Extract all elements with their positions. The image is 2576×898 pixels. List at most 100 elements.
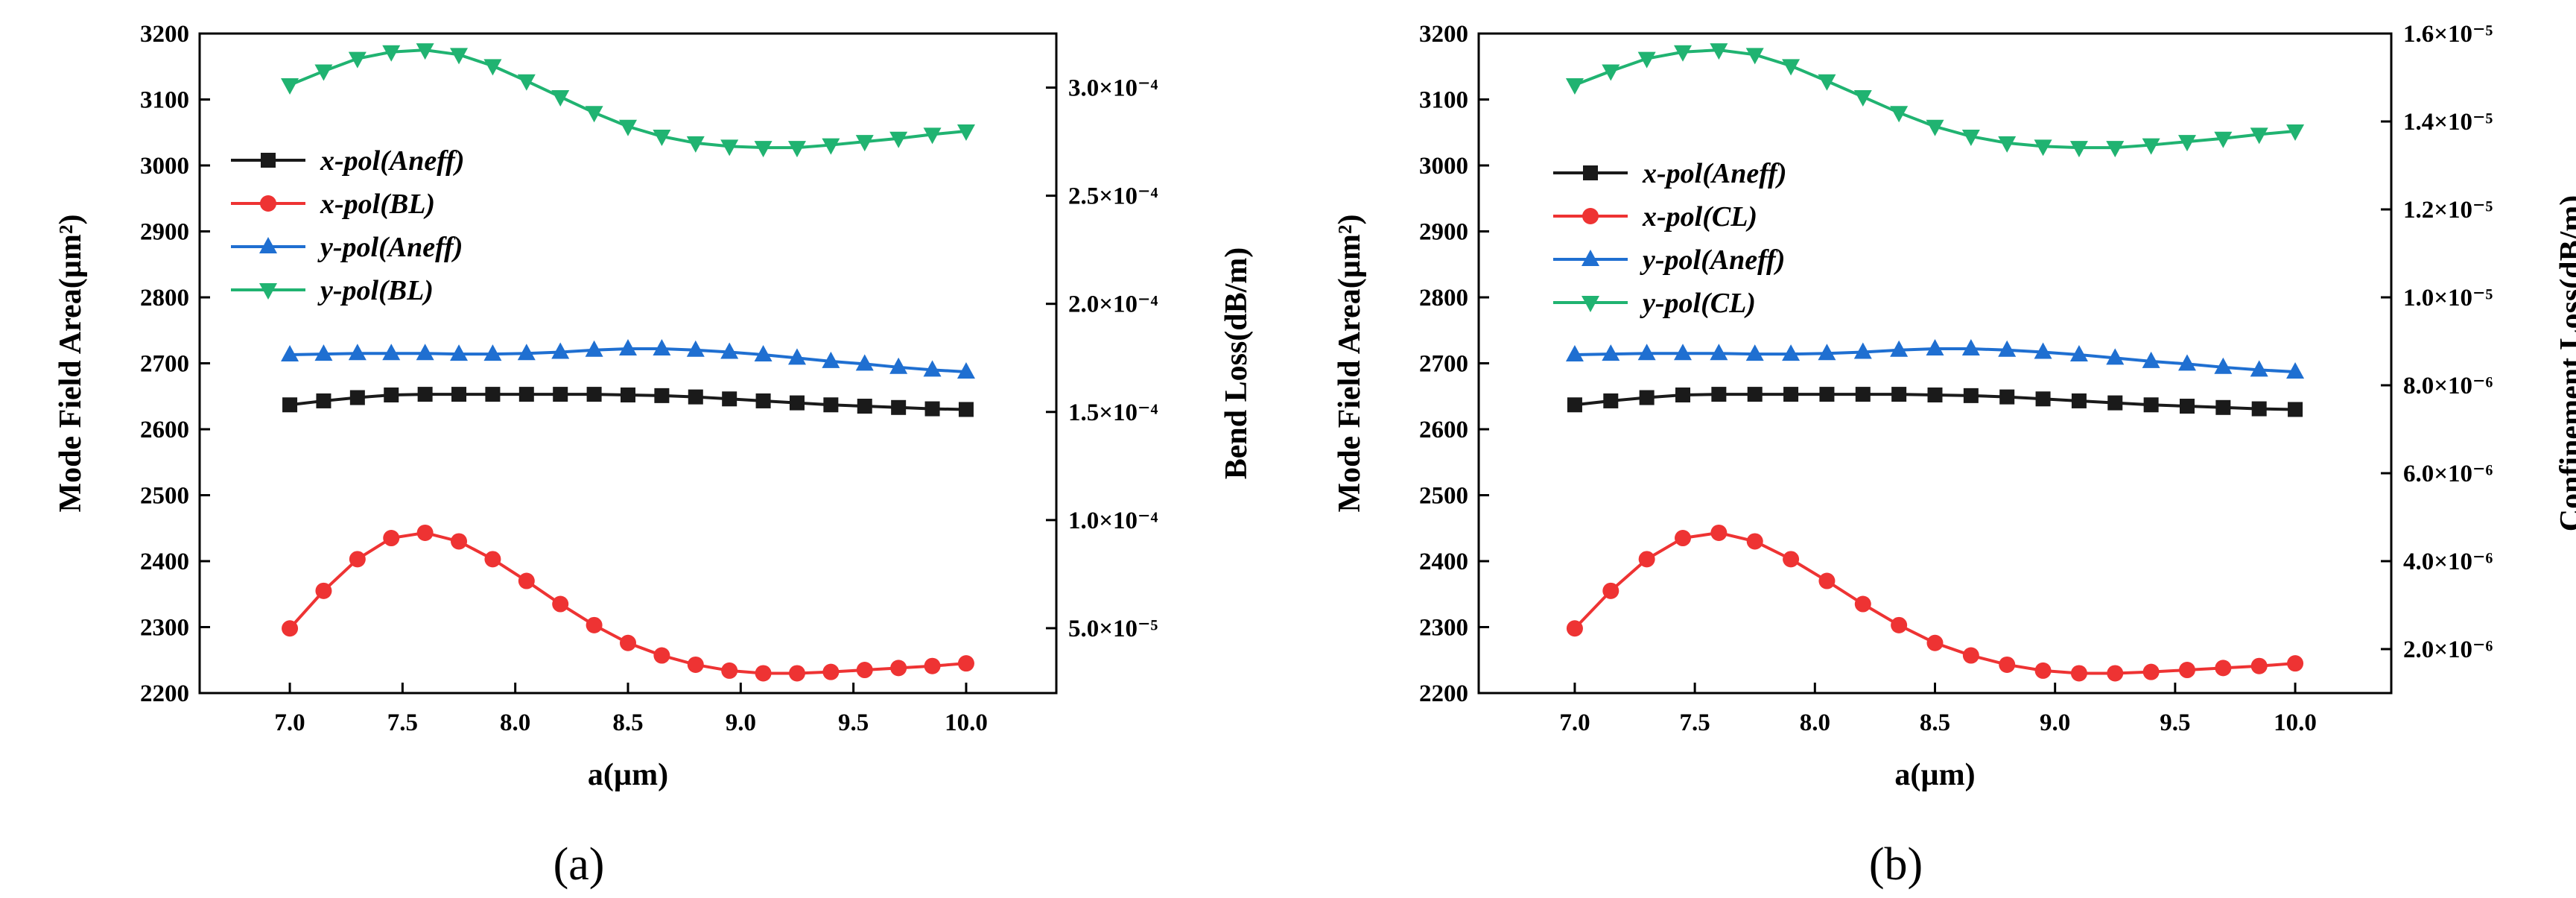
data-point [1891,616,1908,633]
y-tick-label: 3100 [1419,87,1468,114]
data-point [348,51,367,69]
data-point [1746,533,1763,550]
y-tick-label: 2200 [1419,680,1468,707]
series-y-pol-aneff [281,339,975,379]
x-tick-label: 8.0 [1800,709,1830,736]
y-tick-label: 2600 [1419,417,1468,443]
data-point [281,344,299,361]
data-point [924,401,940,417]
y-tick-label: 2800 [1419,285,1468,312]
y-tick-label: 3000 [140,153,189,180]
y-tick-label: 3200 [140,21,189,48]
data-point [2178,662,2195,679]
y-tick-label: 3200 [1419,21,1468,48]
data-point [282,397,298,413]
y2-tick-label: 2.0×10⁻⁶ [2403,636,2493,663]
data-point [687,656,704,673]
data-point [585,340,603,357]
data-point [1782,344,1801,361]
data-point [2250,657,2268,674]
data-point [1818,74,1836,91]
y2-tick-label: 1.0×10⁻⁵ [2403,285,2493,312]
data-point [958,402,974,417]
data-point [483,59,502,76]
data-point [1745,48,1764,65]
data-point [924,657,941,674]
data-point [484,551,501,568]
series-x-pol-aneff [282,387,974,417]
data-point [451,533,468,550]
data-point [2107,395,2123,411]
data-point [654,388,670,403]
data-point [620,634,636,651]
legend-marker [259,237,277,253]
y2-tick-label: 8.0×10⁻⁶ [2403,373,2493,399]
series-x-pol-cl [1566,524,2304,682]
y2-tick-label: 3.0×10⁻⁴ [1068,75,1158,102]
y-tick-label: 2400 [1419,548,1468,575]
data-point [2069,344,2088,361]
data-point [822,351,840,368]
data-point [754,141,773,158]
data-point [1783,387,1799,402]
data-point [451,387,467,402]
series-y-pol-aneff [1565,339,2305,379]
data-point [1783,551,1800,568]
data-point [2142,351,2160,368]
y-tick-label: 2700 [140,351,189,378]
y-tick-label: 3100 [140,87,189,114]
data-point [1854,595,1871,613]
x-axis-title: a(µm) [588,758,668,792]
y-axis-title: Mode Field Area(µm²) [54,215,88,513]
data-point [1818,572,1836,589]
chart-panel-b: 7.0 7.5 8.0 8.5 9.0 9.5 10.0 2200 2300 2400 2500 26… [1333,21,2576,890]
data-point [1639,390,1655,405]
data-point [2142,138,2160,155]
data-point [551,342,570,359]
data-point [755,665,772,682]
series-line [1573,531,2296,675]
x-axis-title: a(µm) [1894,758,1975,792]
y2-tick-label: 1.6×10⁻⁵ [2403,21,2493,48]
data-point [1927,387,1943,402]
y-tick-label: 2500 [1419,483,1468,510]
data-point [1566,620,1583,637]
data-point [720,342,739,359]
data-point [349,551,366,568]
legend: x-pol(Aneff) x-pol(CL) y-pol(Aneff) y-pol(C… [1553,158,1787,319]
data-point [957,124,975,141]
x-tick-label: 9.5 [838,709,869,736]
legend-label: y-pol(Aneff) [1640,244,1785,276]
data-point [2286,124,2305,141]
data-point [349,390,365,405]
x-tick-label: 8.5 [612,709,643,736]
data-point [517,344,536,361]
y-tick-label: 2600 [140,417,189,443]
y2-tick-label: 2.5×10⁻⁴ [1068,183,1158,210]
y-tick-label: 2900 [140,219,189,246]
y-tick-label: 2300 [140,615,189,642]
data-point [2071,393,2087,408]
data-point [1853,89,1872,107]
x-tick-label: 10.0 [2274,709,2317,736]
x-tick-label: 7.5 [387,709,418,736]
data-point [621,387,635,402]
data-point [2214,357,2233,374]
data-point [483,344,502,361]
data-point [2069,141,2088,158]
data-point [789,395,805,411]
data-point [1675,530,1692,547]
data-point [586,616,603,633]
data-point [1962,647,1979,664]
data-point [282,620,299,637]
legend-label: x-pol(CL) [1642,201,1757,233]
data-point [619,119,637,136]
y-tick-label: 2400 [140,548,189,575]
y2-tick-label: 5.0×10⁻⁵ [1068,616,1158,642]
data-point [688,389,703,405]
data-point [551,89,570,107]
y2-tick-label: 6.0×10⁻⁶ [2403,461,2493,487]
y2-tick-label: 4.0×10⁻⁶ [2403,548,2493,575]
data-point [316,393,331,408]
data-point [518,572,535,589]
